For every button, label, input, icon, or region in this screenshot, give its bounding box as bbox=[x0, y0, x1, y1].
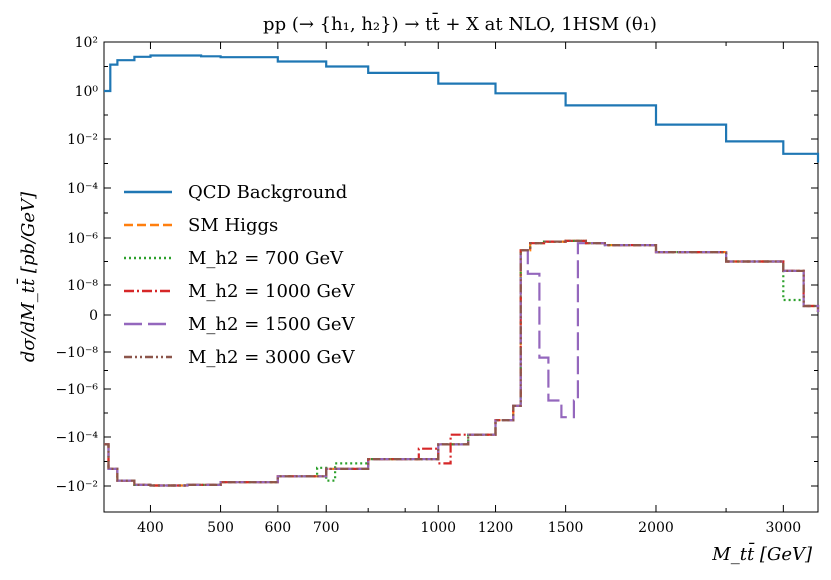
legend-label-5: M_h2 = 3000 GeV bbox=[188, 347, 356, 368]
y-tick-label: 10² bbox=[75, 35, 98, 51]
chart-title: pp (→ {h₁, h₂}) → tt̄ + X at NLO, 1HSM (… bbox=[263, 11, 657, 35]
y-tick-label: −10⁻⁴ bbox=[55, 430, 98, 446]
y-tick-label: −10⁻⁶ bbox=[55, 382, 98, 398]
y-axis: 10² 10⁰ 10⁻² 10⁻⁴ 10⁻⁶ 10⁻⁸ 0 −10⁻⁸ −10⁻⁶ −10⁻⁴ −1… bbox=[55, 35, 818, 495]
y-tick-label: −10⁻⁸ bbox=[55, 345, 98, 361]
x-tick-label: 700 bbox=[313, 520, 340, 536]
series-layer bbox=[104, 54, 820, 487]
x-tick-label: 3000 bbox=[766, 520, 802, 536]
legend-label-4: M_h2 = 1500 GeV bbox=[188, 314, 356, 335]
x-tick-label: 500 bbox=[207, 520, 234, 536]
x-tick-label: 2000 bbox=[638, 520, 674, 536]
y-tick-label: 10⁰ bbox=[75, 84, 99, 100]
plot-frame bbox=[103, 41, 819, 513]
legend-label-2: M_h2 = 700 GeV bbox=[188, 248, 344, 269]
x-tick-label: 1200 bbox=[478, 520, 514, 536]
legend: QCD Background SM Higgs M_h2 = 700 GeV M_h2… bbox=[124, 182, 356, 368]
y-axis-title: dσ/dM_tt̄ [pb/GeV] bbox=[15, 191, 39, 362]
series-line-5 bbox=[104, 239, 820, 487]
y-tick-label: −10⁻² bbox=[55, 479, 98, 495]
x-tick-label: 600 bbox=[264, 520, 291, 536]
legend-label-0: QCD Background bbox=[188, 182, 347, 203]
y-tick-label: 0 bbox=[89, 308, 98, 324]
y-tick-label: 10⁻² bbox=[67, 132, 98, 148]
y-tick-label: 10⁻⁶ bbox=[67, 231, 98, 247]
x-tick-label: 1000 bbox=[420, 520, 456, 536]
series-line-4 bbox=[104, 242, 820, 487]
x-tick-label: 400 bbox=[137, 520, 164, 536]
y-tick-label: 10⁻⁴ bbox=[67, 181, 98, 197]
legend-label-3: M_h2 = 1000 GeV bbox=[188, 281, 356, 302]
y-tick-label: 10⁻⁸ bbox=[67, 278, 98, 294]
x-tick-label: 1500 bbox=[548, 520, 584, 536]
series-line-0 bbox=[104, 54, 820, 163]
legend-label-1: SM Higgs bbox=[188, 215, 278, 236]
x-axis-title: M_tt̄ [GeV] bbox=[711, 541, 813, 565]
x-axis: 400 500 600 700 1000 1200 1500 2000 3000 bbox=[137, 42, 801, 536]
